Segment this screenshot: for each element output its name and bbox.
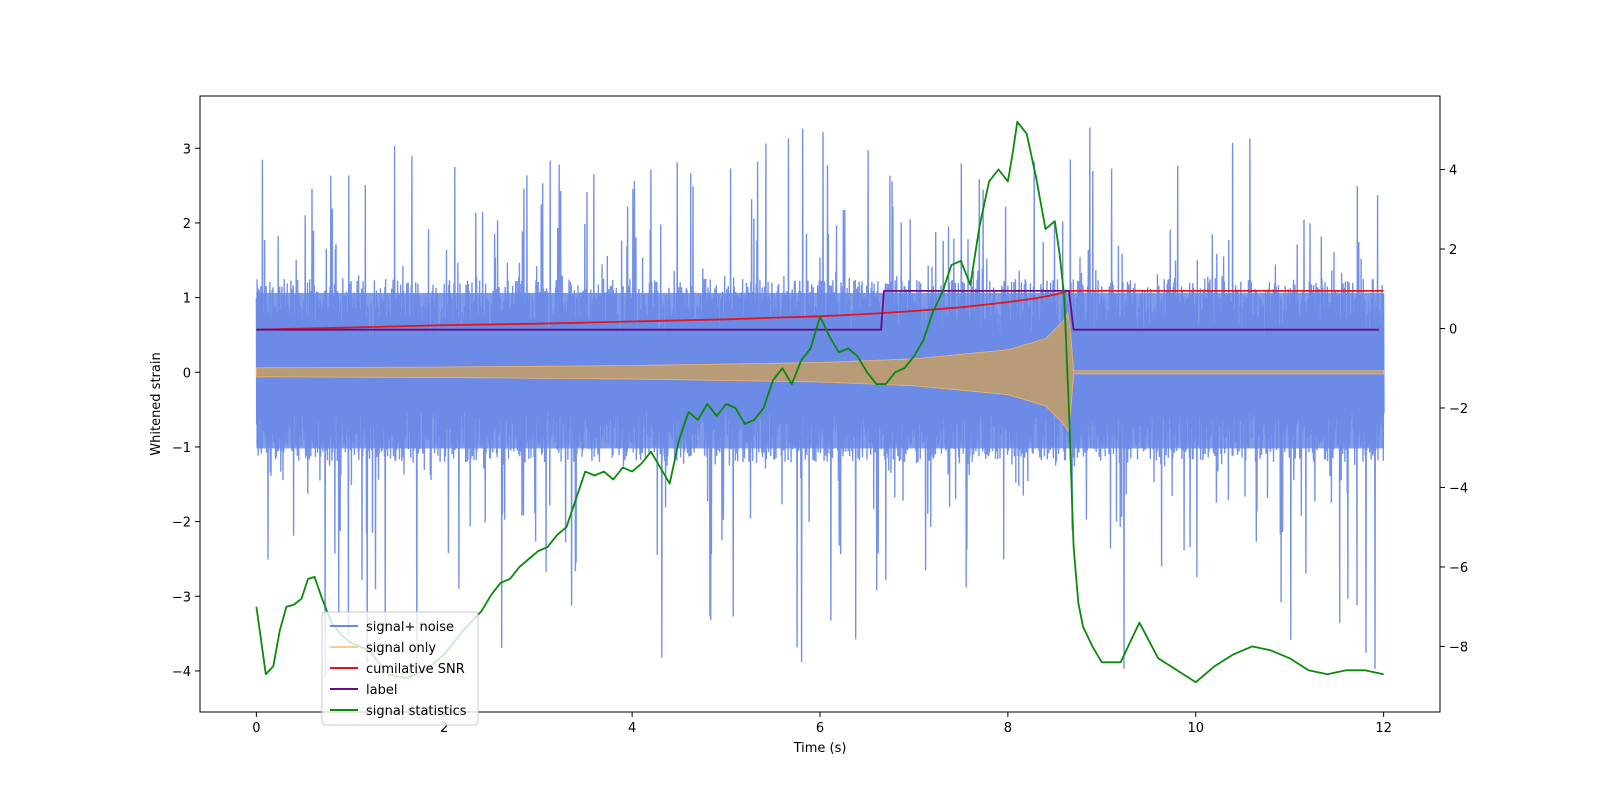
legend-label-label: label	[366, 683, 397, 698]
y-tick-label: −4	[172, 665, 191, 680]
y2-tick-label: −2	[1449, 402, 1468, 417]
legend-label-signal-only: signal only	[366, 641, 436, 656]
y-tick-label: 2	[183, 217, 191, 232]
y-axis-right: 4 2 0 −2 −4 −6 −8	[1440, 164, 1468, 655]
x-tick-label: 6	[816, 721, 824, 736]
y-tick-label: 0	[183, 366, 191, 381]
y-axis-label: Whitened strain	[149, 352, 164, 455]
y-tick-label: 1	[183, 292, 191, 307]
x-axis-label: Time (s)	[793, 741, 847, 756]
series-signal-only	[255, 311, 1384, 434]
y-tick-label: −2	[172, 516, 191, 531]
y-tick-label: −3	[172, 590, 191, 605]
x-tick-label: 12	[1375, 721, 1392, 736]
y2-tick-label: −6	[1449, 561, 1468, 576]
y2-tick-label: 2	[1449, 243, 1457, 258]
series-cumilative-snr	[256, 289, 1384, 331]
y2-tick-label: 4	[1449, 164, 1457, 179]
x-tick-label: 8	[1004, 721, 1012, 736]
y-tick-label: 3	[183, 142, 191, 157]
y-axis-left: 3 2 1 0 −1 −2 −3 −4	[172, 142, 200, 680]
x-tick-label: 2	[440, 721, 448, 736]
y2-tick-label: −8	[1449, 640, 1468, 655]
legend-box	[321, 611, 479, 726]
x-tick-label: 0	[252, 721, 260, 736]
legend-label-signal-statistics: signal statistics	[366, 704, 467, 719]
x-tick-label: 4	[628, 721, 636, 736]
x-tick-label: 10	[1187, 721, 1204, 736]
legend-label-signal-noise: signal+ noise	[366, 620, 454, 635]
y2-tick-label: −4	[1449, 481, 1468, 496]
legend: signal+ noise signal only cumilative SNR la…	[321, 611, 479, 726]
series-layer	[255, 120, 1385, 684]
y-tick-label: −1	[172, 441, 191, 456]
series-label	[256, 289, 1379, 331]
x-axis: 0 2 4 6 8 10 12	[252, 712, 1392, 736]
y2-tick-label: 0	[1449, 322, 1457, 337]
legend-label-cumilative-snr: cumilative SNR	[366, 662, 465, 677]
